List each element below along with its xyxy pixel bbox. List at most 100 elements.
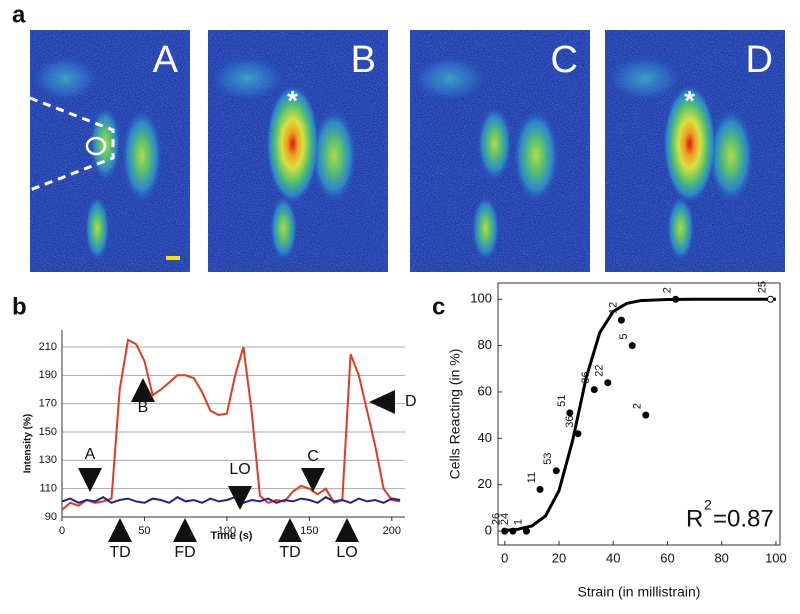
annotation-label: C <box>307 448 319 465</box>
point-label: 5 <box>618 333 630 339</box>
point-label: 2 <box>662 287 674 293</box>
annotation-arrow <box>108 518 132 542</box>
image-frame: C <box>410 30 590 272</box>
annotation-arrow <box>335 518 359 542</box>
x-axis-label: Time (s) <box>211 530 253 542</box>
panel-label: a <box>12 1 26 28</box>
cell <box>208 54 288 103</box>
annotation-label: FD <box>174 544 195 561</box>
point-label: 12 <box>607 302 619 314</box>
image-frame: B* <box>208 30 388 272</box>
point-label: 24 <box>499 513 511 525</box>
data-point <box>628 342 636 350</box>
cell <box>121 107 163 205</box>
annotation-label: LO <box>336 544 357 561</box>
annotation-superscript: 2 <box>704 497 712 513</box>
cell <box>269 194 298 263</box>
cell <box>707 107 755 205</box>
y-tick-label: 90 <box>45 511 57 523</box>
point-label: 25 <box>756 281 768 293</box>
cell <box>29 54 101 103</box>
y-tick-label: 170 <box>39 398 57 410</box>
panel-label: c <box>432 293 445 320</box>
x-tick-label: 100 <box>765 550 787 565</box>
image-frame: D* <box>605 30 785 272</box>
x-tick-label: 200 <box>383 525 401 537</box>
data-point <box>574 430 582 438</box>
x-tick-label: 100 <box>218 525 236 537</box>
pipette-outline <box>29 96 115 192</box>
data-point <box>672 295 680 303</box>
point-label: 2 <box>632 403 644 409</box>
point-label: 26 <box>491 513 503 525</box>
cell <box>84 194 110 263</box>
y-tick-label: 130 <box>39 454 57 466</box>
data-point <box>767 295 775 303</box>
x-tick-label: 80 <box>714 550 728 565</box>
y-tick-label: 210 <box>39 341 57 353</box>
frame-label: B <box>351 39 376 81</box>
annotation-arrow <box>278 518 302 542</box>
data-point <box>590 386 598 394</box>
image-row: A B*C D* <box>29 30 785 272</box>
y-tick-label: 100 <box>470 291 492 306</box>
annotation-arrow <box>228 486 252 510</box>
data-point <box>522 527 530 535</box>
stimulus-circle <box>85 136 107 156</box>
annotation-label: TD <box>109 544 130 561</box>
plot-frame <box>497 282 781 546</box>
annotation-arrow <box>131 378 155 402</box>
cell <box>410 54 490 103</box>
series-line <box>61 496 401 504</box>
y-tick-label: 40 <box>478 430 492 445</box>
point-label: 1 <box>512 519 524 525</box>
x-tick-label: 20 <box>552 550 566 565</box>
annotation-arrow <box>78 468 102 492</box>
x-tick-label: 60 <box>660 550 674 565</box>
frame-label: A <box>153 39 179 81</box>
data-point <box>536 485 544 493</box>
image-frame: A <box>29 30 190 272</box>
cell <box>471 194 500 263</box>
y-tick-label: 110 <box>39 483 57 495</box>
annotation: R <box>686 505 703 532</box>
data-point <box>642 411 650 419</box>
x-tick-label: 40 <box>606 550 620 565</box>
point-label: 53 <box>542 453 554 465</box>
cell <box>310 107 358 205</box>
data-point <box>604 379 612 387</box>
data-point <box>501 527 509 535</box>
fit-curve <box>504 297 776 532</box>
cell <box>666 194 695 263</box>
data-point <box>552 467 560 475</box>
y-tick-label: 80 <box>478 337 492 352</box>
annotation: =0.87 <box>713 505 774 532</box>
cell-marker: * <box>684 85 695 116</box>
annotation-label: A <box>85 446 96 463</box>
series-line <box>61 338 401 511</box>
x-tick-label: 0 <box>59 525 65 537</box>
point-label: 22 <box>594 364 606 376</box>
y-tick-label: 20 <box>478 476 492 491</box>
panel-label: b <box>12 293 27 320</box>
data-point <box>617 316 625 324</box>
point-label: 11 <box>526 472 538 483</box>
x-axis-label: Strain (in millistrain) <box>578 584 701 600</box>
data-point <box>509 527 517 535</box>
annotation-arrow <box>173 518 197 542</box>
point-label: 36 <box>580 371 592 383</box>
y-tick-label: 60 <box>478 383 492 398</box>
data-point <box>566 409 574 417</box>
cell <box>265 83 320 205</box>
frame-label: C <box>551 39 578 81</box>
annotation-arrow <box>301 468 325 492</box>
x-tick-label: 50 <box>138 525 150 537</box>
cell <box>605 54 685 103</box>
y-axis-label: Intensity (%) <box>23 414 34 473</box>
annotation-arrow <box>369 390 395 414</box>
annotation-label: TD <box>279 544 300 561</box>
y-tick-label: 150 <box>39 426 57 438</box>
y-axis-label: Cells Reacting (in %) <box>447 349 463 480</box>
y-tick-label: 190 <box>39 369 57 381</box>
